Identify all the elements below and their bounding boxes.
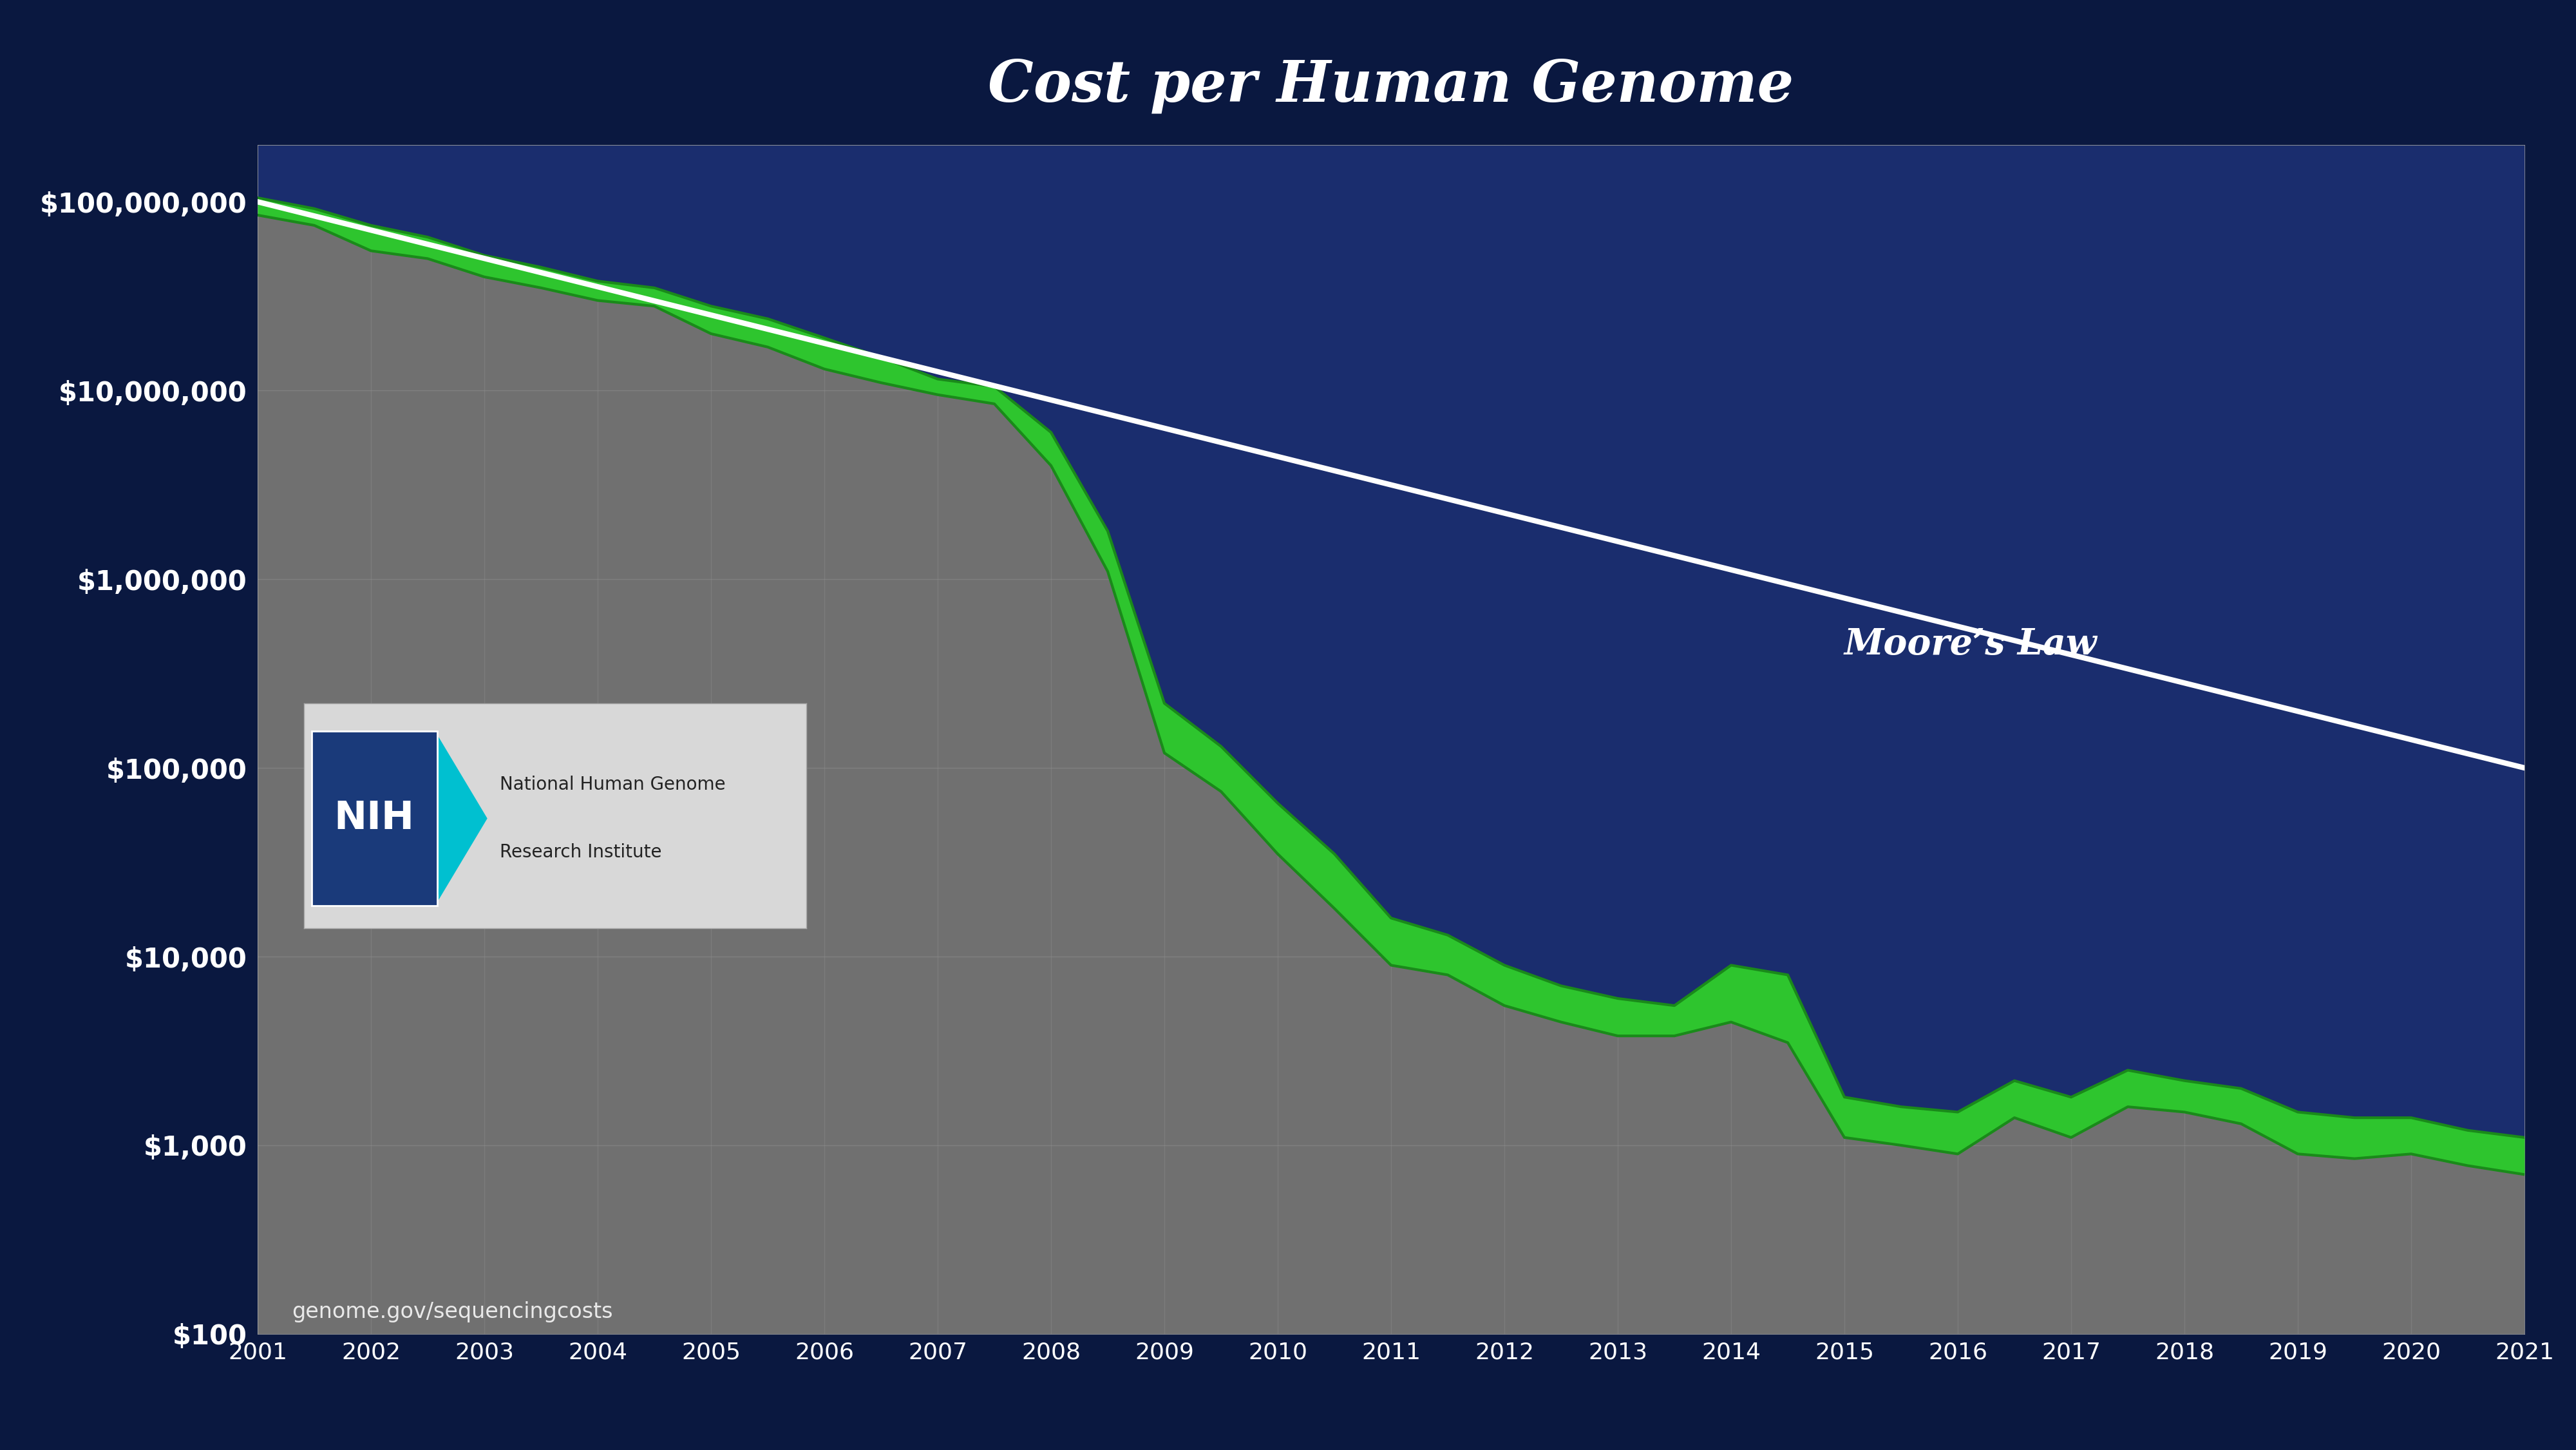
Polygon shape	[438, 737, 487, 900]
FancyBboxPatch shape	[312, 731, 438, 905]
Text: National Human Genome: National Human Genome	[500, 776, 726, 793]
Text: Research Institute: Research Institute	[500, 842, 662, 861]
Text: Cost per Human Genome: Cost per Human Genome	[989, 58, 1793, 113]
Text: NIH: NIH	[335, 799, 415, 838]
Text: Moore’s Law: Moore’s Law	[1844, 626, 2097, 663]
Text: genome.gov/sequencingcosts: genome.gov/sequencingcosts	[291, 1301, 613, 1322]
